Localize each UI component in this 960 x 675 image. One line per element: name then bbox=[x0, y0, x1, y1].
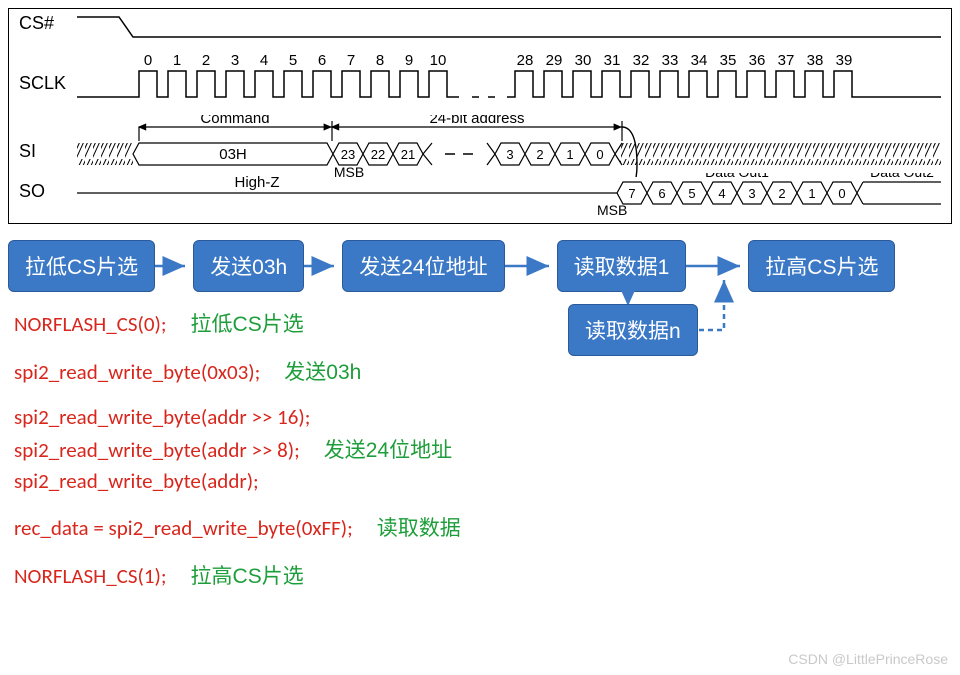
flow-step-cs-low: 拉低CS片选 bbox=[8, 240, 155, 292]
sclk-label: SCLK bbox=[19, 73, 66, 94]
data-bit: 3 bbox=[748, 186, 755, 201]
clk-num: 39 bbox=[836, 53, 853, 69]
watermark: CSDN @LittlePrinceRose bbox=[788, 651, 948, 667]
clk-num: 31 bbox=[604, 53, 621, 69]
clk-num: 0 bbox=[144, 53, 152, 69]
clk-num: 1 bbox=[173, 53, 181, 69]
flow-step-read-n: 读取数据n bbox=[568, 304, 698, 356]
code-line: spi2_read_write_byte(addr); bbox=[14, 468, 946, 494]
clk-num: 8 bbox=[376, 53, 384, 69]
addr-bit: 3 bbox=[506, 147, 513, 162]
flow-step-send-addr: 发送24位地址 bbox=[342, 240, 504, 292]
data-out1-label: Data Out1 bbox=[705, 173, 769, 180]
timing-diagram: CS# SCLK 0 1 2 3 4 5 6 7 8 9 10 2 bbox=[8, 8, 952, 224]
sclk-wave: 0 1 2 3 4 5 6 7 8 9 10 28 29 30 31 32 33… bbox=[77, 53, 941, 103]
code-text: spi2_read_write_byte(addr); bbox=[14, 468, 259, 494]
code-text: NORFLASH_CS(0); bbox=[14, 311, 167, 337]
addr-bit: 0 bbox=[596, 147, 603, 162]
code-text: NORFLASH_CS(1); bbox=[14, 563, 167, 589]
code-listing: NORFLASH_CS(0); 拉低CS片选 spi2_read_write_b… bbox=[0, 302, 960, 604]
addr-bit: 22 bbox=[371, 147, 385, 162]
highz-label: High-Z bbox=[234, 174, 279, 191]
addr-bit: 21 bbox=[401, 147, 415, 162]
code-text: spi2_read_write_byte(addr >> 8); bbox=[14, 437, 300, 463]
si-row: SI Command 24-bit address 03H bbox=[19, 115, 941, 165]
code-line: spi2_read_write_byte(addr >> 8); 发送24位地址 bbox=[14, 434, 946, 464]
flow-step-send-03h: 发送03h bbox=[193, 240, 304, 292]
code-line: rec_data = spi2_read_write_byte(0xFF); 读… bbox=[14, 512, 946, 542]
data-bit: 0 bbox=[838, 186, 845, 201]
cs-row: CS# bbox=[19, 13, 941, 43]
si-label: SI bbox=[19, 141, 36, 162]
addr-bit: 23 bbox=[341, 147, 355, 162]
clk-num: 33 bbox=[662, 53, 679, 69]
clk-num: 35 bbox=[720, 53, 737, 69]
arrow-icon bbox=[155, 256, 193, 276]
clk-num: 5 bbox=[289, 53, 297, 69]
code-comment: 拉低CS片选 bbox=[191, 308, 304, 338]
data-bit: 5 bbox=[688, 186, 695, 201]
data-bit: 4 bbox=[718, 186, 725, 201]
arrow-icon bbox=[505, 256, 557, 276]
clk-num: 6 bbox=[318, 53, 326, 69]
so-row: SO High-Z 7 6 5 4 3 2 1 0 bbox=[19, 173, 941, 213]
command-value: 03H bbox=[219, 146, 247, 163]
arrow-icon bbox=[304, 256, 342, 276]
sclk-row: SCLK 0 1 2 3 4 5 6 7 8 9 10 28 29 30 31 bbox=[19, 53, 941, 103]
code-line: spi2_read_write_byte(0x03); 发送03h bbox=[14, 356, 946, 386]
clk-num: 2 bbox=[202, 53, 210, 69]
data-bit: 6 bbox=[658, 186, 665, 201]
code-comment: 读取数据 bbox=[377, 512, 461, 542]
si-wave: Command 24-bit address 03H 23 22 21 bbox=[77, 115, 941, 177]
code-line: spi2_read_write_byte(addr >> 16); bbox=[14, 404, 946, 430]
clk-num: 36 bbox=[749, 53, 766, 69]
so-label: SO bbox=[19, 181, 45, 202]
clk-num: 9 bbox=[405, 53, 413, 69]
flowchart: 拉低CS片选 发送03h 发送24位地址 读取数据1 拉高CS片选 读取数据n bbox=[0, 236, 960, 302]
code-text: rec_data = spi2_read_write_byte(0xFF); bbox=[14, 515, 353, 541]
arrow-icon bbox=[686, 256, 748, 276]
clk-num: 7 bbox=[347, 53, 355, 69]
msb-label2: MSB bbox=[597, 202, 627, 217]
flow-step-cs-high: 拉高CS片选 bbox=[748, 240, 895, 292]
code-text: spi2_read_write_byte(0x03); bbox=[14, 359, 260, 385]
addr-bit: 1 bbox=[566, 147, 573, 162]
addr-bit: 2 bbox=[536, 147, 543, 162]
clk-num: 10 bbox=[430, 53, 447, 69]
code-comment: 发送03h bbox=[284, 356, 361, 386]
clk-num: 37 bbox=[778, 53, 795, 69]
clk-num: 28 bbox=[517, 53, 534, 69]
clk-num: 38 bbox=[807, 53, 824, 69]
code-comment: 发送24位地址 bbox=[324, 434, 452, 464]
flow-loop: 读取数据n bbox=[568, 304, 698, 356]
code-line: NORFLASH_CS(0); 拉低CS片选 bbox=[14, 308, 946, 338]
code-comment: 拉高CS片选 bbox=[191, 560, 304, 590]
clk-num: 29 bbox=[546, 53, 563, 69]
code-line: NORFLASH_CS(1); 拉高CS片选 bbox=[14, 560, 946, 590]
data-bit: 7 bbox=[628, 186, 635, 201]
code-text: spi2_read_write_byte(addr >> 16); bbox=[14, 404, 310, 430]
clk-num: 32 bbox=[633, 53, 650, 69]
data-out2-label: Data Out2 bbox=[870, 173, 934, 180]
data-bit: 1 bbox=[808, 186, 815, 201]
data-bit: 2 bbox=[778, 186, 785, 201]
cs-wave bbox=[77, 13, 941, 41]
command-label: Command bbox=[200, 115, 269, 127]
clk-num: 4 bbox=[260, 53, 268, 69]
so-wave: High-Z 7 6 5 4 3 2 1 0 Data Out1 bbox=[77, 173, 941, 217]
addr-label: 24-bit address bbox=[429, 115, 524, 127]
clk-num: 30 bbox=[575, 53, 592, 69]
cs-label: CS# bbox=[19, 13, 54, 34]
clk-num: 3 bbox=[231, 53, 239, 69]
clk-num: 34 bbox=[691, 53, 708, 69]
